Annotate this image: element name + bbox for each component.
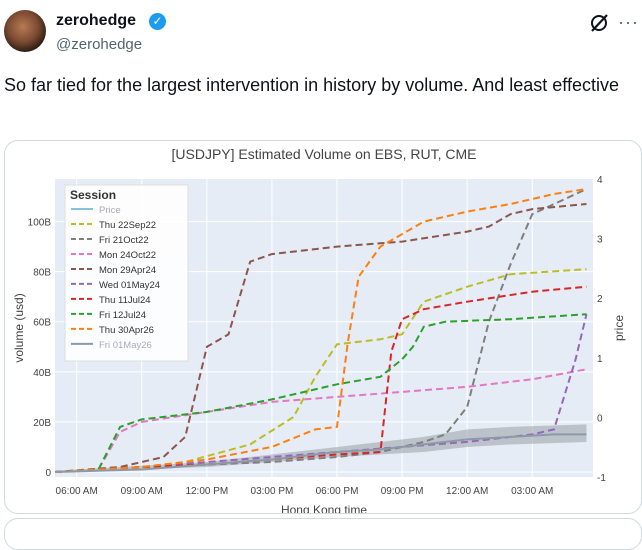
grok-icon[interactable] [588,12,610,34]
x-tick-label: 03:00 AM [511,486,553,497]
quoted-card-edge[interactable] [4,518,642,550]
y2-tick-label: 0 [597,413,603,424]
more-options-icon[interactable]: ··· [618,12,639,32]
x-tick-label: 09:00 PM [381,486,424,497]
avatar[interactable] [4,10,46,52]
legend-item: Fri 21Oct22 [99,235,149,246]
legend-box [64,184,189,362]
y-tick-label: 80B [33,268,51,279]
legend-item: Price [99,205,121,216]
legend-item: Fri 12Jul24 [99,310,146,321]
legend-item: Wed 01May24 [99,280,160,291]
display-name[interactable]: zerohedge [56,12,137,29]
y-tick-label: 100B [28,218,52,229]
x-axis-label: Hong Kong time [281,503,367,513]
y-tick-label: 0 [45,468,51,479]
series-band [55,424,587,472]
x-tick-label: 12:00 AM [446,486,488,497]
y-tick-label: 60B [33,318,51,329]
volume-chart: [USDJPY] Estimated Volume on EBS, RUT, C… [12,146,626,513]
y2-tick-label: 1 [597,354,603,365]
x-tick-label: 12:00 PM [185,486,228,497]
y-tick-label: 20B [33,418,51,429]
legend-item: Mon 29Apr24 [99,265,156,276]
legend-item: Thu 11Jul24 [99,295,151,306]
x-tick-label: 09:00 AM [121,486,163,497]
user-handle[interactable]: @zerohedge [56,36,143,53]
y2-axis-label: price [612,315,626,341]
x-tick-label: 03:00 PM [251,486,294,497]
series-line-thu-11jul24 [54,285,587,473]
series-line-fri-12jul24 [54,313,587,473]
series-line-mon-29apr24 [54,203,587,473]
series-line-fri-01may26 [54,433,587,473]
y2-tick-label: 4 [597,175,603,186]
legend-item: Thu 22Sep22 [99,220,156,231]
series-line-mon-24oct22 [54,368,587,473]
y2-tick-label: 3 [597,235,603,246]
x-tick-label: 06:00 AM [56,486,98,497]
tweet-text: So far tied for the largest intervention… [4,75,619,95]
y2-tick-label: 2 [597,294,603,305]
series-line-fri-21oct22 [54,188,587,473]
y-tick-label: 40B [33,368,51,379]
y2-tick-label: -1 [597,473,606,484]
chart-title: [USDJPY] Estimated Volume on EBS, RUT, C… [172,146,477,162]
series-line-thu-30apr26 [54,188,587,473]
legend-item: Mon 24Oct22 [99,250,156,261]
legend-item: Fri 01May26 [99,340,152,351]
y-axis-label: volume (usd) [12,293,26,362]
chart-image[interactable]: [USDJPY] Estimated Volume on EBS, RUT, C… [4,140,642,514]
legend-title: Session [70,188,116,202]
verified-badge-icon[interactable]: ✓ [149,13,166,30]
x-tick-label: 06:00 PM [316,486,359,497]
series-line-thu-22sep22 [54,268,587,473]
legend-item: Thu 30Apr26 [99,325,154,336]
